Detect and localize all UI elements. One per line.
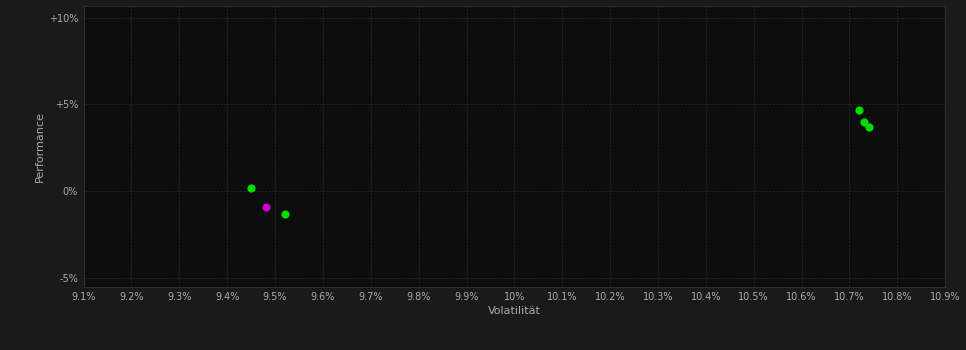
Point — [851, 107, 867, 112]
Y-axis label: Performance: Performance — [35, 111, 44, 182]
Point — [277, 211, 293, 217]
Point — [243, 185, 259, 191]
Point — [258, 204, 273, 210]
X-axis label: Volatilität: Volatilität — [488, 307, 541, 316]
Point — [856, 119, 871, 125]
Point — [861, 124, 876, 130]
